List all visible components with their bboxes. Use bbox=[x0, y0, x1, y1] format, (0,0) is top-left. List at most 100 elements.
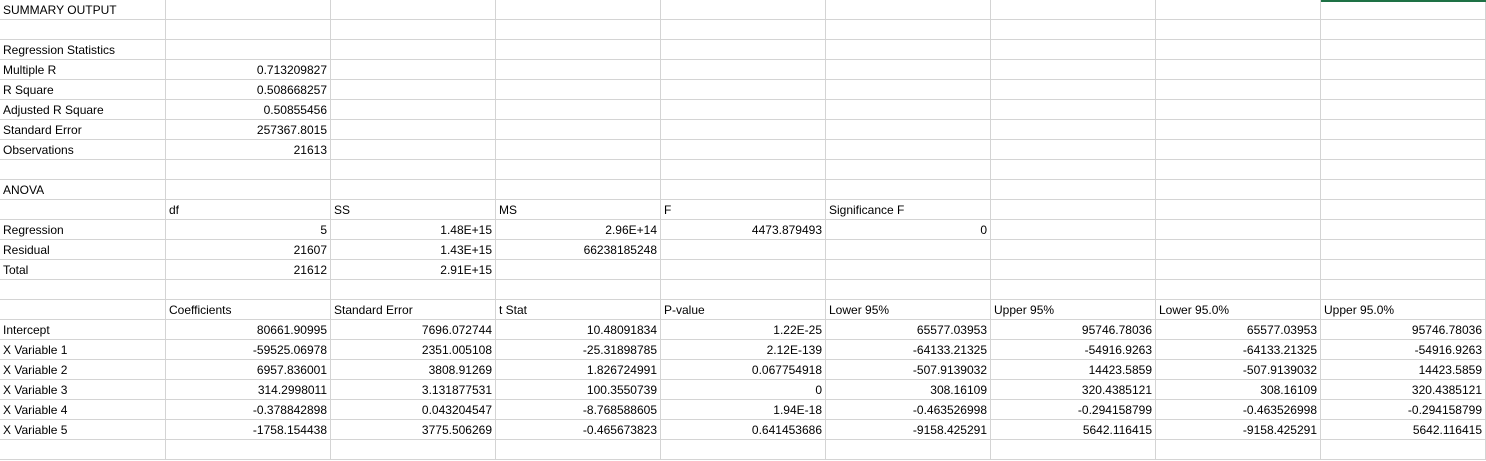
cell-r20-c8[interactable]: 308.16109 bbox=[1156, 380, 1321, 400]
cell-r8-c4[interactable] bbox=[496, 140, 661, 160]
cell-r7-c1[interactable]: Standard Error bbox=[0, 120, 166, 140]
cell-r22-c8[interactable]: -9158.425291 bbox=[1156, 420, 1321, 440]
cell-r15-c6[interactable] bbox=[826, 280, 991, 300]
cell-r1-c8[interactable] bbox=[1156, 0, 1321, 20]
cell-r17-c5[interactable]: 1.22E-25 bbox=[661, 320, 826, 340]
cell-r16-c3[interactable]: Standard Error bbox=[331, 300, 496, 320]
cell-r12-c2[interactable]: 5 bbox=[166, 220, 331, 240]
cell-r16-c9[interactable]: Upper 95.0% bbox=[1321, 300, 1486, 320]
cell-r2-c2[interactable] bbox=[166, 20, 331, 40]
cell-r13-c9[interactable] bbox=[1321, 240, 1486, 260]
cell-r17-c9[interactable]: 95746.78036 bbox=[1321, 320, 1486, 340]
cell-r9-c9[interactable] bbox=[1321, 160, 1486, 180]
cell-r14-c8[interactable] bbox=[1156, 260, 1321, 280]
cell-r6-c6[interactable] bbox=[826, 100, 991, 120]
cell-r16-c6[interactable]: Lower 95% bbox=[826, 300, 991, 320]
cell-r13-c7[interactable] bbox=[991, 240, 1156, 260]
cell-r20-c4[interactable]: 100.3550739 bbox=[496, 380, 661, 400]
cell-r11-c1[interactable] bbox=[0, 200, 166, 220]
cell-r11-c2[interactable]: df bbox=[166, 200, 331, 220]
cell-r22-c3[interactable]: 3775.506269 bbox=[331, 420, 496, 440]
cell-r19-c6[interactable]: -507.9139032 bbox=[826, 360, 991, 380]
cell-r12-c9[interactable] bbox=[1321, 220, 1486, 240]
cell-r4-c1[interactable]: Multiple R bbox=[0, 60, 166, 80]
cell-r1-c7[interactable] bbox=[991, 0, 1156, 20]
cell-r13-c3[interactable]: 1.43E+15 bbox=[331, 240, 496, 260]
cell-r5-c8[interactable] bbox=[1156, 80, 1321, 100]
cell-r23-c8[interactable] bbox=[1156, 440, 1321, 460]
cell-r1-c2[interactable] bbox=[166, 0, 331, 20]
cell-r18-c9[interactable]: -54916.9263 bbox=[1321, 340, 1486, 360]
cell-r14-c3[interactable]: 2.91E+15 bbox=[331, 260, 496, 280]
cell-r7-c3[interactable] bbox=[331, 120, 496, 140]
cell-r19-c1[interactable]: X Variable 2 bbox=[0, 360, 166, 380]
cell-r8-c3[interactable] bbox=[331, 140, 496, 160]
cell-r14-c4[interactable] bbox=[496, 260, 661, 280]
cell-r18-c7[interactable]: -54916.9263 bbox=[991, 340, 1156, 360]
cell-r11-c4[interactable]: MS bbox=[496, 200, 661, 220]
cell-r3-c4[interactable] bbox=[496, 40, 661, 60]
cell-r23-c1[interactable] bbox=[0, 440, 166, 460]
cell-r21-c6[interactable]: -0.463526998 bbox=[826, 400, 991, 420]
cell-r18-c3[interactable]: 2351.005108 bbox=[331, 340, 496, 360]
cell-r16-c4[interactable]: t Stat bbox=[496, 300, 661, 320]
cell-r21-c2[interactable]: -0.378842898 bbox=[166, 400, 331, 420]
cell-r17-c7[interactable]: 95746.78036 bbox=[991, 320, 1156, 340]
cell-r4-c7[interactable] bbox=[991, 60, 1156, 80]
cell-r19-c5[interactable]: 0.067754918 bbox=[661, 360, 826, 380]
cell-r14-c7[interactable] bbox=[991, 260, 1156, 280]
cell-r5-c1[interactable]: R Square bbox=[0, 80, 166, 100]
cell-r15-c4[interactable] bbox=[496, 280, 661, 300]
cell-r17-c1[interactable]: Intercept bbox=[0, 320, 166, 340]
cell-r6-c8[interactable] bbox=[1156, 100, 1321, 120]
cell-r21-c7[interactable]: -0.294158799 bbox=[991, 400, 1156, 420]
cell-r21-c5[interactable]: 1.94E-18 bbox=[661, 400, 826, 420]
cell-r10-c9[interactable] bbox=[1321, 180, 1486, 200]
cell-r22-c4[interactable]: -0.465673823 bbox=[496, 420, 661, 440]
cell-r5-c7[interactable] bbox=[991, 80, 1156, 100]
cell-r8-c9[interactable] bbox=[1321, 140, 1486, 160]
cell-r10-c3[interactable] bbox=[331, 180, 496, 200]
cell-r14-c6[interactable] bbox=[826, 260, 991, 280]
cell-r6-c5[interactable] bbox=[661, 100, 826, 120]
cell-r11-c7[interactable] bbox=[991, 200, 1156, 220]
cell-r22-c1[interactable]: X Variable 5 bbox=[0, 420, 166, 440]
cell-r19-c4[interactable]: 1.826724991 bbox=[496, 360, 661, 380]
cell-r18-c4[interactable]: -25.31898785 bbox=[496, 340, 661, 360]
cell-r13-c6[interactable] bbox=[826, 240, 991, 260]
cell-r2-c1[interactable] bbox=[0, 20, 166, 40]
cell-r1-c6[interactable] bbox=[826, 0, 991, 20]
cell-r3-c3[interactable] bbox=[331, 40, 496, 60]
cell-r2-c9[interactable] bbox=[1321, 20, 1486, 40]
cell-r16-c8[interactable]: Lower 95.0% bbox=[1156, 300, 1321, 320]
cell-r2-c6[interactable] bbox=[826, 20, 991, 40]
cell-r23-c4[interactable] bbox=[496, 440, 661, 460]
cell-r2-c5[interactable] bbox=[661, 20, 826, 40]
cell-r23-c2[interactable] bbox=[166, 440, 331, 460]
cell-r5-c2[interactable]: 0.508668257 bbox=[166, 80, 331, 100]
cell-r9-c2[interactable] bbox=[166, 160, 331, 180]
cell-r7-c8[interactable] bbox=[1156, 120, 1321, 140]
cell-r16-c7[interactable]: Upper 95% bbox=[991, 300, 1156, 320]
cell-r11-c8[interactable] bbox=[1156, 200, 1321, 220]
cell-r21-c1[interactable]: X Variable 4 bbox=[0, 400, 166, 420]
cell-r23-c5[interactable] bbox=[661, 440, 826, 460]
cell-r8-c6[interactable] bbox=[826, 140, 991, 160]
cell-r17-c6[interactable]: 65577.03953 bbox=[826, 320, 991, 340]
cell-r4-c2[interactable]: 0.713209827 bbox=[166, 60, 331, 80]
cell-r1-c1[interactable]: SUMMARY OUTPUT bbox=[0, 0, 166, 20]
cell-r20-c6[interactable]: 308.16109 bbox=[826, 380, 991, 400]
cell-r9-c3[interactable] bbox=[331, 160, 496, 180]
cell-r15-c1[interactable] bbox=[0, 280, 166, 300]
cell-r11-c5[interactable]: F bbox=[661, 200, 826, 220]
cell-r20-c5[interactable]: 0 bbox=[661, 380, 826, 400]
cell-r9-c6[interactable] bbox=[826, 160, 991, 180]
cell-r9-c1[interactable] bbox=[0, 160, 166, 180]
cell-r16-c2[interactable]: Coefficients bbox=[166, 300, 331, 320]
cell-r8-c7[interactable] bbox=[991, 140, 1156, 160]
cell-r10-c5[interactable] bbox=[661, 180, 826, 200]
cell-r19-c8[interactable]: -507.9139032 bbox=[1156, 360, 1321, 380]
cell-r14-c9[interactable] bbox=[1321, 260, 1486, 280]
cell-r5-c4[interactable] bbox=[496, 80, 661, 100]
cell-r1-c4[interactable] bbox=[496, 0, 661, 20]
